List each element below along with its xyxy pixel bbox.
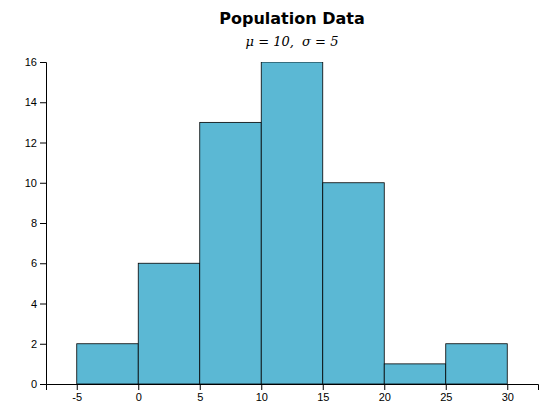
tick: 5 xyxy=(197,384,203,403)
tick-mark xyxy=(138,384,139,390)
tick-label: 8 xyxy=(31,217,37,229)
title: Population Data xyxy=(219,9,364,28)
tick-label: 0 xyxy=(31,378,37,390)
tick: -5 xyxy=(72,384,82,403)
tick-mark xyxy=(40,143,46,144)
tick-label: 10 xyxy=(25,177,37,189)
histogram-bar xyxy=(138,263,200,384)
tick-mark xyxy=(446,384,447,390)
histogram-bar xyxy=(323,183,385,384)
tick: 14 xyxy=(25,96,46,108)
tick-mark xyxy=(40,223,46,224)
tick: 0 xyxy=(136,384,142,403)
tick: 6 xyxy=(31,257,46,269)
tick-mark xyxy=(323,384,324,390)
histogram-bar xyxy=(200,122,262,384)
tick-mark xyxy=(40,102,46,103)
plot: -5 0 5 10 15 20 25 30 0 2 4 6 8 10 12 14 16 xyxy=(25,56,539,403)
y-axis: 0 2 4 6 8 10 12 14 16 xyxy=(25,56,47,390)
tick-label: 16 xyxy=(25,56,37,68)
histogram-bar xyxy=(384,364,446,384)
tick: 2 xyxy=(31,338,46,350)
tick-mark xyxy=(40,183,46,184)
tick-mark xyxy=(40,344,46,345)
tick-label: 15 xyxy=(317,391,329,403)
tick-mark xyxy=(261,384,262,390)
tick: 10 xyxy=(256,384,268,403)
tick-label: 0 xyxy=(136,391,142,403)
tick: 10 xyxy=(25,177,46,189)
tick-label: 25 xyxy=(440,391,452,403)
tick-mark xyxy=(77,384,78,390)
tick-label: 4 xyxy=(31,298,37,310)
histogram-bar xyxy=(261,62,323,384)
tick: 15 xyxy=(317,384,329,403)
tick-label: 10 xyxy=(256,391,268,403)
tick: 4 xyxy=(31,298,46,310)
tick-mark xyxy=(40,62,46,63)
axis-line xyxy=(47,385,539,391)
chart: -5 0 5 10 15 20 25 30 0 2 4 6 8 10 12 14 16 Population Da… xyxy=(0,0,560,420)
tick-label: 5 xyxy=(197,391,203,403)
tick-mark xyxy=(384,384,385,390)
tick: 20 xyxy=(379,384,391,403)
tick-mark xyxy=(507,384,508,390)
tick: 0 xyxy=(31,378,46,390)
tick-mark xyxy=(40,384,46,385)
axis-line xyxy=(40,63,47,385)
tick-label: 30 xyxy=(502,391,514,403)
tick: 12 xyxy=(25,137,46,149)
tick: 16 xyxy=(25,56,46,68)
subtitle: μ = 10, σ = 5 xyxy=(246,34,339,49)
tick-label: 12 xyxy=(25,137,37,149)
tick-label: -5 xyxy=(72,391,82,403)
tick-mark xyxy=(40,304,46,305)
histogram-bar xyxy=(446,344,508,384)
tick: 8 xyxy=(31,217,46,229)
tick-label: 6 xyxy=(31,257,37,269)
tick-mark xyxy=(200,384,201,390)
tick-mark xyxy=(40,263,46,264)
tick-label: 14 xyxy=(25,96,37,108)
tick: 25 xyxy=(440,384,452,403)
bars xyxy=(77,62,508,384)
tick-label: 2 xyxy=(31,338,37,350)
tick-label: 20 xyxy=(379,391,391,403)
tick: 30 xyxy=(502,384,514,403)
histogram-bar xyxy=(77,344,139,384)
x-axis: -5 0 5 10 15 20 25 30 xyxy=(47,384,539,403)
